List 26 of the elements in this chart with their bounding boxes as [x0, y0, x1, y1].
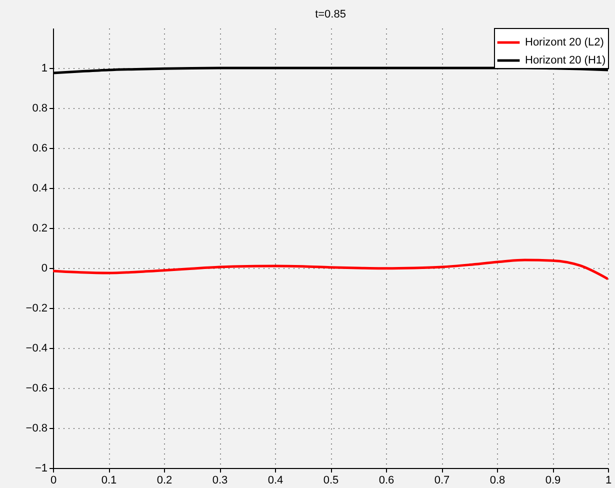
x-tick-label: 0.1	[101, 474, 117, 486]
y-tick-label: 0	[41, 262, 48, 274]
y-tick-label: −0.2	[26, 302, 48, 314]
x-tick-label: 0.4	[268, 474, 284, 486]
y-tick-label: 0.8	[32, 102, 48, 114]
x-tick-label: 0.9	[545, 474, 561, 486]
y-tick-label: −1	[34, 462, 48, 474]
x-tick-label: 0.8	[490, 474, 506, 486]
x-tick-label: 0.7	[434, 474, 450, 486]
chart-title: t=0.85	[315, 8, 346, 20]
x-tick-label: 0	[50, 474, 57, 486]
y-tick-label: −0.6	[26, 382, 48, 394]
x-tick-label: 1	[605, 474, 612, 486]
y-tick-label: 0.2	[32, 222, 48, 234]
y-tick-label: 0.4	[32, 182, 48, 194]
y-tick-label: −0.4	[26, 342, 48, 354]
x-tick-label: 0.6	[378, 474, 394, 486]
line-series	[53, 258, 608, 280]
y-tick-label: 1	[41, 62, 48, 74]
y-tick-label: −0.8	[26, 422, 48, 434]
x-tick-label: 0.3	[212, 474, 228, 486]
x-tick-label: 0.2	[156, 474, 172, 486]
legend-label: Horizont 20 (H1)	[525, 54, 606, 66]
y-tick-label: 0.6	[32, 142, 48, 154]
legend-label: Horizont 20 (L2)	[525, 36, 604, 48]
x-tick-label: 0.5	[323, 474, 339, 486]
